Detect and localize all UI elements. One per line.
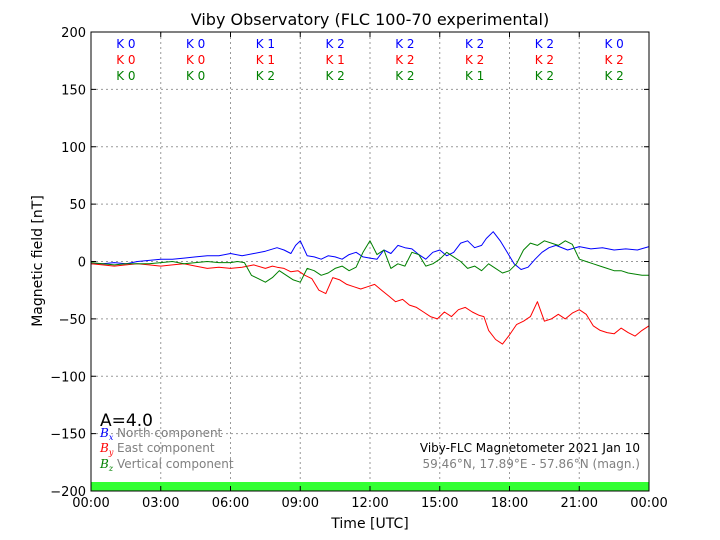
legend-label-north: North component [117, 426, 223, 440]
x-tick-label: 06:00 [212, 496, 249, 511]
k-index-value: K 2 [395, 37, 414, 51]
grid-lines [91, 32, 649, 491]
y-tick-label: 50 [69, 198, 86, 213]
k-index-value: K 2 [535, 53, 554, 67]
k-index-value: K 0 [186, 69, 205, 83]
k-index-value: K 2 [604, 53, 623, 67]
magnetometer-info: Viby-FLC Magnetometer 2021 Jan 10 [420, 441, 640, 455]
y-tick-label: −50 [59, 313, 86, 328]
y-tick-label: 200 [61, 26, 86, 41]
legend-item-vertical: Bz Vertical component [99, 457, 234, 473]
x-tick-label: 12:00 [351, 496, 388, 511]
k-index-value: K 2 [604, 69, 623, 83]
x-tick-label: 00:00 [630, 496, 667, 511]
k-index-table: K 0 K 0 K 1 K 2 K 2 K 2 K 2 K 0 K 0 K 0 K 1 K 1 K 2 K… [116, 37, 624, 83]
x-axis-label: Time [UTC] [330, 516, 408, 532]
k-index-value: K 0 [186, 37, 205, 51]
y-tick-label: 100 [61, 141, 86, 156]
y-tick-label: −200 [50, 485, 86, 500]
k-index-value: K 2 [395, 69, 414, 83]
k-index-value: K 1 [465, 69, 484, 83]
x-tick-label: 18:00 [491, 496, 528, 511]
k-index-value: K 0 [116, 53, 135, 67]
k-index-value: K 0 [116, 69, 135, 83]
legend-label-vertical: Vertical component [117, 457, 234, 471]
legend-item-east: By East component [99, 441, 215, 457]
y-tick-label: 150 [61, 83, 86, 98]
legend-item-north: Bx North component [99, 426, 223, 442]
k-index-value: K 1 [256, 53, 275, 67]
axis-ticks: 00:00 03:00 06:00 09:00 12:00 15:00 18:00 21:00… [50, 26, 667, 511]
k-index-value: K 0 [186, 53, 205, 67]
chart-title: Viby Observatory (FLC 100-70 experimenta… [191, 10, 550, 29]
series-line-east [90, 263, 650, 345]
legend: Bx North component By East component Bz … [99, 426, 234, 473]
x-tick-label: 03:00 [142, 496, 179, 511]
series-line-north [91, 231, 650, 270]
k-index-value: K 2 [465, 53, 484, 67]
k-index-value: K 2 [325, 37, 344, 51]
y-axis-label: Magnetic field [nT] [30, 195, 46, 327]
y-tick-label: −100 [50, 370, 86, 385]
series-lines [90, 231, 650, 345]
k-index-value: K 1 [325, 53, 344, 67]
x-tick-label: 21:00 [561, 496, 598, 511]
y-tick-label: 0 [78, 256, 86, 271]
legend-symbol-by: By [99, 441, 114, 457]
series-line-vertical [90, 240, 649, 283]
k-index-value: K 2 [535, 37, 554, 51]
legend-symbol-bz: Bz [99, 457, 114, 473]
x-tick-label: 15:00 [421, 496, 458, 511]
location-info: 59.46°N, 17.89°E - 57.86°N (magn.) [423, 457, 640, 471]
k-index-value: K 0 [116, 37, 135, 51]
k-index-value: K 2 [256, 69, 275, 83]
x-tick-label: 00:00 [72, 496, 109, 511]
y-tick-label: −150 [50, 428, 86, 443]
k-index-value: K 2 [465, 37, 484, 51]
a-index-label: A=4.0 [100, 411, 153, 431]
k-index-value: K 1 [256, 37, 275, 51]
legend-label-east: East component [117, 441, 215, 455]
k-index-value: K 2 [535, 69, 554, 83]
k-index-value: K 0 [604, 37, 623, 51]
k-index-value: K 2 [395, 53, 414, 67]
k-index-value: K 2 [325, 69, 344, 83]
x-tick-label: 09:00 [282, 496, 319, 511]
